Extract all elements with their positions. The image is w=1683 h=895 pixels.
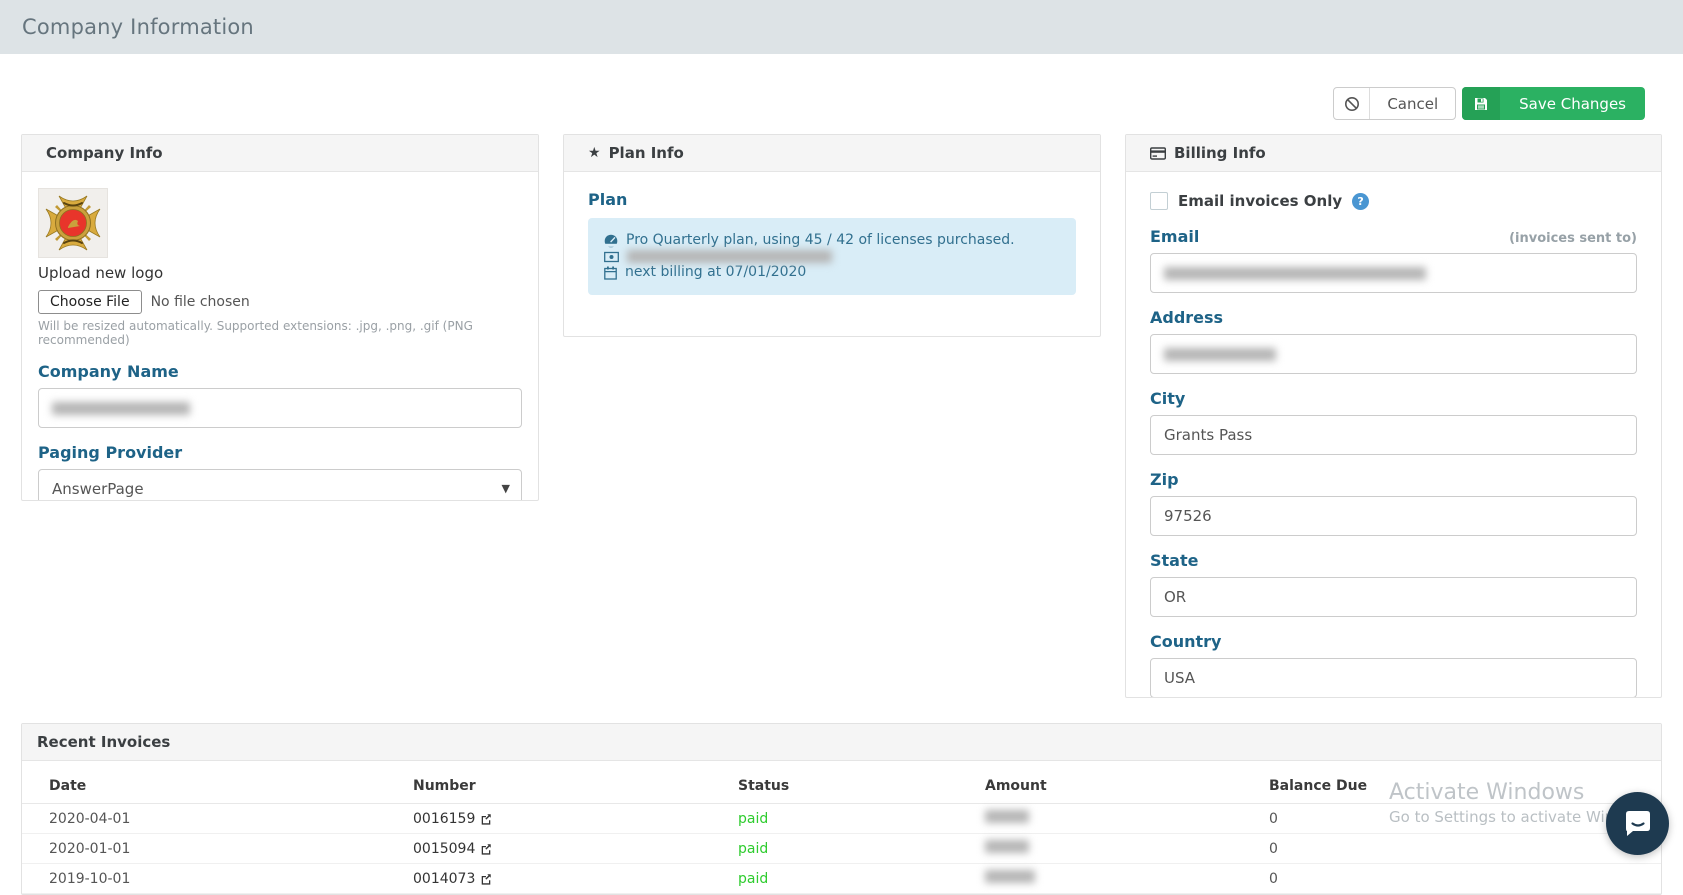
redacted-address [1164,347,1276,361]
zip-label: Zip [1150,470,1179,489]
invoices-table-header: Date Number Status Amount Balance Due [22,761,1661,804]
save-changes-button[interactable]: Save Changes [1462,87,1645,120]
paging-provider-value: AnswerPage [52,480,144,498]
email-label: Email [1150,227,1200,246]
chevron-down-icon: ▼ [501,482,510,495]
plan-info-panel: ★ Plan Info Plan Pro Quarterly plan, usi… [563,134,1101,337]
plan-label: Plan [588,190,628,209]
titlebar: Company Information [0,0,1683,54]
upload-new-logo-label: Upload new logo [38,264,164,282]
state-label: State [1150,551,1199,570]
redacted-company-name [52,401,190,415]
city-input[interactable] [1150,415,1637,455]
next-billing-text: next billing at 07/01/2020 [625,264,807,280]
column-header-balance-due: Balance Due [1269,778,1368,794]
panels-row: Company Info [21,134,1662,698]
address-label: Address [1150,308,1224,327]
invoice-status: paid [738,840,769,857]
country-input[interactable] [1150,658,1637,697]
paging-provider-select[interactable]: AnswerPage [38,469,522,500]
redacted-amount [985,870,1035,883]
redacted-plan-price [627,250,832,263]
chat-launcher-button[interactable] [1606,792,1669,855]
email-invoices-only-label: Email invoices Only [1178,192,1343,210]
email-invoices-only-checkbox[interactable] [1150,192,1168,210]
invoices-sent-to-note: (invoices sent to) [1509,231,1637,246]
tachometer-icon [604,234,618,247]
invoices-table: Date Number Status Amount Balance Due 20… [22,761,1661,894]
save-changes-button-label: Save Changes [1519,94,1626,113]
help-icon[interactable]: ? [1352,192,1370,210]
redacted-email [1164,266,1426,280]
column-header-amount: Amount [985,778,1047,794]
redacted-amount [985,810,1029,823]
star-icon: ★ [588,145,601,161]
cancel-button-label: Cancel [1387,94,1439,113]
table-row: 2020-01-01 0015094 paid 0 [22,834,1661,864]
company-info-header: Company Info [46,144,163,162]
column-header-status: Status [738,778,790,794]
external-link-icon [482,873,492,885]
column-header-number: Number [413,778,476,794]
email-input[interactable] [1150,253,1637,293]
plan-summary-text: Pro Quarterly plan, using 45 / 42 of lic… [626,232,1015,248]
toolbar: Cancel Save Changes [21,87,1645,120]
billing-info-panel: Billing Info Email invoices Only ? Email… [1125,134,1662,698]
redacted-amount [985,840,1029,853]
invoice-date: 2020-04-01 [49,810,131,827]
file-chosen-status: No file chosen [150,294,250,310]
invoice-balance-due: 0 [1269,840,1278,857]
zip-input[interactable] [1150,496,1637,536]
table-row: 2019-10-01 0014073 paid 0 [22,864,1661,894]
state-input[interactable] [1150,577,1637,617]
country-label: Country [1150,632,1222,651]
invoice-balance-due: 0 [1269,810,1278,827]
upload-hint: Will be resized automatically. Supported… [38,319,473,347]
table-row: 2020-04-01 0016159 paid 0 [22,804,1661,834]
save-icon [1462,87,1501,120]
ban-icon [1334,88,1371,119]
recent-invoices-header: Recent Invoices [37,733,171,751]
column-header-date: Date [49,778,87,794]
cancel-button[interactable]: Cancel [1333,87,1457,120]
invoice-number-link[interactable]: 0015094 [413,841,738,857]
external-link-icon [482,813,492,825]
money-bill-icon [604,251,619,262]
credit-card-icon [1150,146,1166,160]
invoice-status: paid [738,810,769,827]
chat-bubble-icon [1625,810,1650,836]
plan-summary-box: Pro Quarterly plan, using 45 / 42 of lic… [588,218,1076,295]
plan-info-header: Plan Info [608,144,684,162]
address-input[interactable] [1150,334,1637,374]
company-name-input[interactable] [38,388,522,428]
invoice-number: 0016159 [413,810,476,827]
choose-file-button[interactable]: Choose File [38,290,142,314]
recent-invoices-panel: Recent Invoices Date Number Status Amoun… [21,723,1662,895]
invoice-number: 0015094 [413,840,476,857]
city-label: City [1150,389,1186,408]
company-logo [38,188,108,258]
page-title: Company Information [22,15,254,39]
invoice-number-link[interactable]: 0016159 [413,811,738,827]
calendar-icon [604,266,617,280]
company-name-label: Company Name [38,362,179,381]
company-info-panel: Company Info [21,134,539,501]
paging-provider-label: Paging Provider [38,443,183,462]
external-link-icon [482,843,492,855]
invoice-date: 2020-01-01 [49,840,131,857]
billing-info-header: Billing Info [1174,144,1266,162]
